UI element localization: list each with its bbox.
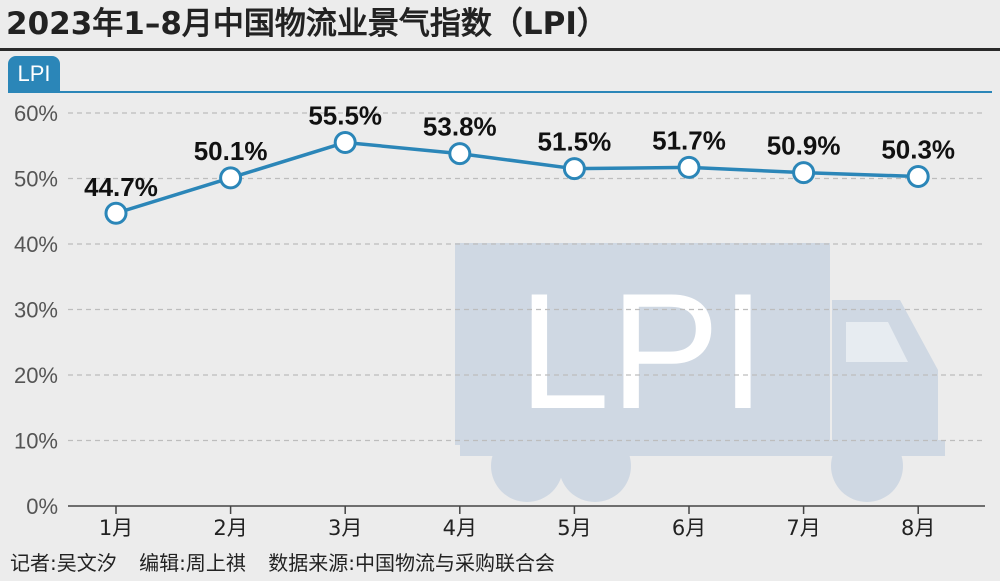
- y-tick-label: 30%: [14, 298, 58, 323]
- watermark-text: LPI: [518, 259, 766, 443]
- data-label: 51.5%: [538, 127, 612, 157]
- y-tick-label: 10%: [14, 429, 58, 454]
- y-tick-label: 40%: [14, 232, 58, 257]
- footer-credits: 记者:吴文汐 编辑:周上祺 数据来源:中国物流与采购联合会: [10, 548, 990, 578]
- badge-divider: [8, 91, 992, 93]
- truck-icon: [455, 243, 945, 502]
- data-point: [562, 157, 586, 181]
- x-tick-label: 7月: [786, 516, 820, 540]
- data-label: 44.7%: [84, 172, 158, 202]
- title-divider: [0, 48, 1000, 51]
- editor-credit: 编辑:周上祺: [139, 551, 246, 575]
- y-tick-label: 0%: [26, 494, 58, 519]
- x-tick-label: 8月: [901, 516, 935, 540]
- x-tick-label: 5月: [557, 516, 591, 540]
- data-label: 50.3%: [881, 135, 955, 165]
- x-tick-label: 1月: [99, 516, 133, 540]
- x-tick-label: 2月: [213, 516, 247, 540]
- data-point: [219, 166, 243, 190]
- reporter-credit: 记者:吴文汐: [10, 551, 117, 575]
- chart-title: 2023年1–8月中国物流业景气指数（LPI）: [6, 6, 608, 42]
- x-tick-label: 6月: [672, 516, 706, 540]
- data-point: [104, 201, 128, 225]
- series-line-lpi: [115, 140, 919, 215]
- data-point: [333, 130, 357, 154]
- data-label: 55.5%: [308, 100, 382, 130]
- data-point: [792, 161, 816, 185]
- data-point: [448, 142, 472, 166]
- y-tick-label: 20%: [14, 363, 58, 388]
- x-tick-label: 3月: [328, 516, 362, 540]
- data-point: [906, 165, 930, 189]
- data-point: [677, 155, 701, 179]
- x-tick-label: 4月: [443, 516, 477, 540]
- source-credit: 数据来源:中国物流与采购联合会: [268, 551, 555, 575]
- data-label: 50.1%: [194, 136, 268, 166]
- y-tick-label: 50%: [14, 167, 58, 192]
- data-label: 51.7%: [652, 125, 726, 155]
- data-label: 50.9%: [767, 131, 841, 161]
- y-tick-label: 60%: [14, 101, 58, 126]
- legend-badge: LPI: [8, 56, 60, 92]
- data-label: 53.8%: [423, 112, 497, 142]
